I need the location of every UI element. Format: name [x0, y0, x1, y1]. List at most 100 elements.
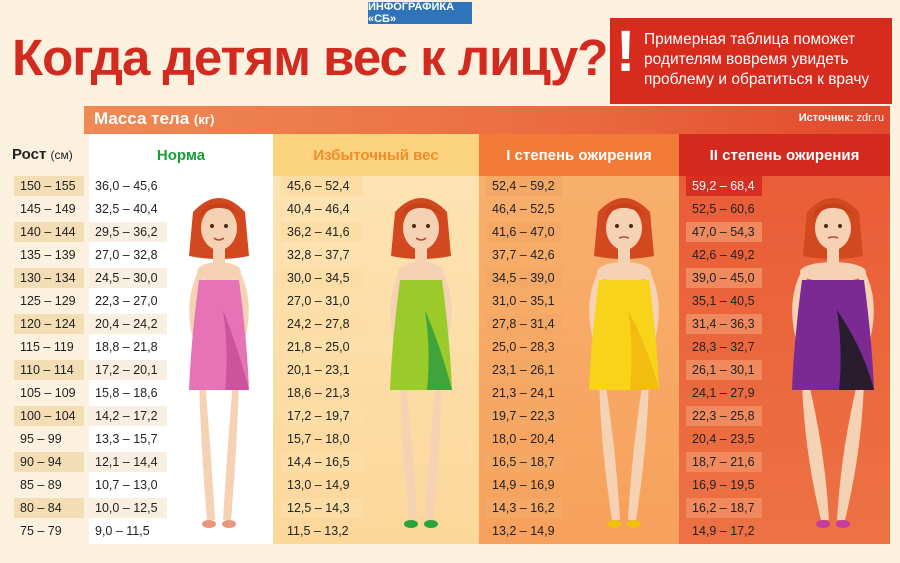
mass-cell: 41,6 – 47,0 — [486, 222, 562, 242]
face — [606, 206, 642, 250]
left-shoe — [607, 520, 621, 528]
girl-figure — [390, 198, 452, 528]
mass-cell: 21,3 – 24,1 — [492, 386, 555, 400]
face — [201, 206, 237, 250]
height-cell: 80 – 84 — [14, 498, 84, 518]
left-shoe — [202, 520, 216, 528]
hair-fringe — [199, 203, 241, 220]
mass-cell: 22,3 – 27,0 — [95, 294, 158, 308]
mass-cell: 12,1 – 14,4 — [89, 452, 167, 472]
height-cell: 135 – 139 — [20, 248, 76, 262]
mass-cell: 32,5 – 40,4 — [95, 202, 158, 216]
shoulders — [800, 262, 866, 282]
mass-cell: 20,1 – 23,1 — [281, 360, 363, 380]
mass-cell: 18,6 – 21,3 — [287, 386, 350, 400]
right-shoe — [222, 520, 236, 528]
height-cell: 90 – 94 — [14, 452, 84, 472]
exclamation-icon: ! — [616, 19, 636, 84]
mass-cell: 9,0 – 11,5 — [95, 524, 150, 538]
hair-fringe — [401, 203, 443, 220]
mass-cell: 10,0 – 12,5 — [89, 498, 167, 518]
mass-cell: 24,2 – 27,8 — [281, 314, 363, 334]
page-title: Когда детям вес к лицу? — [12, 29, 608, 86]
shoulders — [597, 262, 651, 282]
mass-cell: 26,1 – 30,1 — [686, 360, 762, 380]
height-cell: 100 – 104 — [14, 406, 84, 426]
height-cell: 75 – 79 — [20, 524, 62, 538]
mass-cell: 17,2 – 19,7 — [281, 406, 363, 426]
neck — [415, 246, 427, 266]
face — [403, 206, 439, 250]
left-leg — [400, 380, 417, 520]
left-eye — [615, 224, 619, 228]
mass-cell: 25,0 – 28,3 — [492, 340, 555, 354]
mouth — [827, 236, 839, 239]
height-cell: 125 – 129 — [20, 294, 76, 308]
mass-cell: 14,9 – 17,2 — [692, 524, 755, 538]
mass-cell: 13,0 – 14,9 — [287, 478, 350, 492]
mass-cell: 27,8 – 31,4 — [486, 314, 562, 334]
mass-cell: 27,0 – 32,8 — [95, 248, 158, 262]
mass-cell: 35,1 – 40,5 — [692, 294, 755, 308]
mass-cell: 37,7 – 42,6 — [492, 248, 555, 262]
mass-cell: 28,3 – 32,7 — [692, 340, 755, 354]
right-shoe — [627, 520, 641, 528]
mass-cell: 20,4 – 23,5 — [692, 432, 755, 446]
column-header-obesity-2: II степень ожирения — [679, 134, 890, 176]
mass-cell: 14,3 – 16,2 — [486, 498, 562, 518]
note-text: Примерная таблица поможет родителям вовр… — [644, 31, 870, 88]
mass-cell: 36,0 – 45,6 — [89, 176, 167, 196]
height-cell: 130 – 134 — [14, 268, 84, 288]
mass-cell: 19,7 – 22,3 — [486, 406, 562, 426]
mass-cell: 32,8 – 37,7 — [287, 248, 350, 262]
mass-cell: 24,1 – 27,9 — [692, 386, 755, 400]
mass-cell: 18,8 – 21,8 — [95, 340, 158, 354]
height-cell: 95 – 99 — [20, 432, 62, 446]
mass-cell: 59,2 – 68,4 — [686, 176, 762, 196]
mass-cell: 21,8 – 25,0 — [287, 340, 350, 354]
dress-shade — [628, 310, 659, 390]
column-header-norm: Норма — [156, 146, 206, 164]
mass-cell: 16,2 – 18,7 — [686, 498, 762, 518]
hair-fringe — [604, 203, 646, 220]
neck — [618, 246, 630, 266]
right-leg — [628, 380, 649, 520]
mass-cell: 15,7 – 18,0 — [287, 432, 350, 446]
height-cell: 85 – 89 — [20, 478, 62, 492]
mass-cell: 16,5 – 18,7 — [486, 452, 562, 472]
mass-cell: 10,7 – 13,0 — [95, 478, 158, 492]
note-box: ! Примерная таблица поможет родителям во… — [610, 18, 892, 104]
neck — [827, 246, 839, 266]
right-leg — [223, 380, 239, 520]
mass-cell: 39,0 – 45,0 — [686, 268, 762, 288]
column-header-obesity-1: I степень ожирения — [479, 134, 679, 176]
mass-cell: 20,4 – 24,2 — [89, 314, 167, 334]
height-cell: 145 – 149 — [20, 202, 76, 216]
dress-shade — [425, 310, 452, 390]
column-obesity-2: II степень ожирения — [679, 134, 890, 544]
neck — [213, 246, 225, 266]
mass-cell: 16,9 – 19,5 — [692, 478, 755, 492]
right-eye — [629, 224, 633, 228]
mass-cell: 12,5 – 14,3 — [281, 498, 363, 518]
mass-cell: 47,0 – 54,3 — [686, 222, 762, 242]
mass-cell: 46,4 – 52,5 — [492, 202, 555, 216]
left-leg — [199, 380, 215, 520]
mouth — [415, 237, 427, 241]
mass-cell: 31,4 – 36,3 — [686, 314, 762, 334]
mass-cell: 29,5 – 36,2 — [89, 222, 167, 242]
left-eye — [210, 224, 214, 228]
mass-cell: 24,5 – 30,0 — [89, 268, 167, 288]
left-shoe — [404, 520, 418, 528]
height-cell: 140 – 144 — [14, 222, 84, 242]
girl-figure — [189, 198, 249, 528]
mass-cell: 13,2 – 14,9 — [492, 524, 555, 538]
height-cell: 120 – 124 — [14, 314, 84, 334]
hair-fringe — [813, 203, 855, 220]
left-eye — [412, 224, 416, 228]
height-cell: 150 – 155 — [14, 176, 84, 196]
right-eye — [838, 224, 842, 228]
mass-cell: 14,4 – 16,5 — [281, 452, 363, 472]
right-eye — [224, 224, 228, 228]
mass-cell: 31,0 – 35,1 — [492, 294, 555, 308]
